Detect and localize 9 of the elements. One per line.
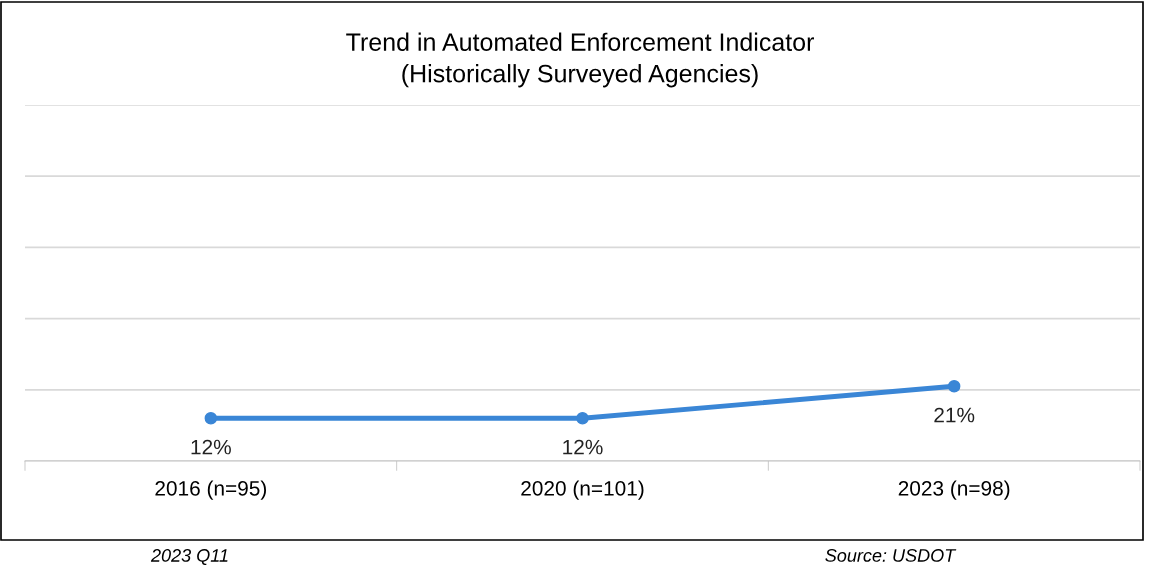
chart-title: Trend in Automated Enforcement Indicator (Historically Surveyed Agencies) xyxy=(346,32,814,88)
x-tick-label: 2020 (n=101) xyxy=(521,480,644,500)
x-tick-label: 2023 (n=98) xyxy=(898,480,1010,500)
source-note: Source: USDOT xyxy=(825,549,957,562)
data-label: 21% xyxy=(934,407,975,423)
x-tick-label: 2016 (n=95) xyxy=(155,480,267,500)
data-label: 12% xyxy=(563,439,603,455)
data-label: 12% xyxy=(191,439,231,455)
text: 2023 Q11 xyxy=(150,549,228,566)
